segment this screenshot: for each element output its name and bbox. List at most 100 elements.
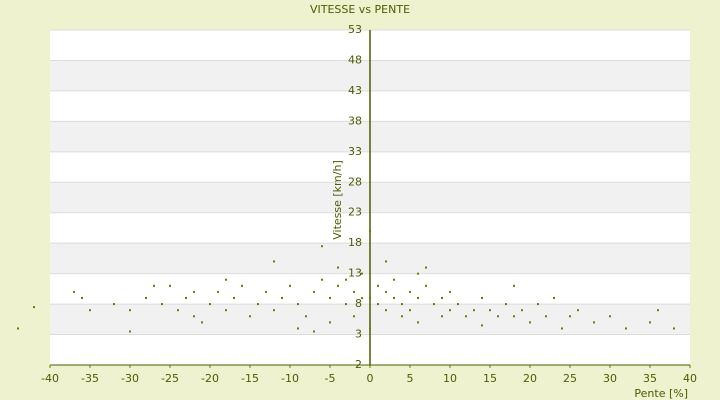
point	[329, 297, 331, 299]
point	[297, 327, 299, 330]
point	[353, 315, 355, 318]
point	[409, 309, 411, 312]
point	[129, 309, 131, 312]
point	[193, 290, 195, 293]
point	[409, 290, 411, 293]
point	[553, 297, 555, 299]
point	[257, 303, 259, 306]
point	[385, 309, 387, 312]
point	[249, 315, 251, 318]
point	[449, 290, 451, 293]
point	[369, 327, 371, 330]
x-tick-label: 30	[603, 372, 617, 385]
point	[433, 303, 435, 306]
point	[489, 309, 491, 312]
point	[649, 321, 651, 324]
point	[417, 297, 419, 299]
point	[329, 321, 331, 324]
point	[89, 309, 91, 312]
point	[305, 315, 307, 318]
y-tick-label: 8	[355, 297, 362, 310]
point	[337, 284, 339, 287]
point	[625, 327, 627, 330]
point	[321, 245, 323, 248]
point	[417, 321, 419, 324]
point	[297, 303, 299, 306]
point	[273, 260, 275, 263]
x-tick-label: -15	[241, 372, 259, 385]
point	[321, 278, 323, 281]
x-tick-label: -10	[281, 372, 299, 385]
point	[161, 303, 163, 306]
point	[673, 327, 675, 330]
point	[417, 272, 419, 275]
x-tick-label: -40	[41, 372, 59, 385]
point	[401, 315, 403, 318]
x-tick-label: 15	[483, 372, 497, 385]
point	[609, 315, 611, 318]
point	[113, 303, 115, 306]
x-tick-label: -30	[121, 372, 139, 385]
point	[337, 266, 339, 269]
x-tick-label: 25	[563, 372, 577, 385]
point	[225, 278, 227, 281]
y-tick-label: 43	[348, 84, 362, 97]
point	[401, 303, 403, 306]
point	[281, 297, 283, 299]
point	[545, 315, 547, 318]
point	[569, 315, 571, 318]
point	[505, 303, 507, 306]
point	[441, 297, 443, 299]
y-axis-label: Vitesse [km/h]	[331, 160, 344, 240]
point	[577, 309, 579, 312]
point	[129, 330, 131, 333]
y-tick-label: 13	[348, 267, 362, 280]
x-tick-label: 40	[683, 372, 697, 385]
point	[377, 303, 379, 306]
y-tick-label: 38	[348, 114, 362, 127]
x-tick-label: 35	[643, 372, 657, 385]
x-tick-label: 5	[407, 372, 414, 385]
point	[185, 297, 187, 299]
point	[193, 315, 195, 318]
point	[377, 284, 379, 287]
point	[369, 297, 371, 299]
point	[225, 309, 227, 312]
point	[537, 303, 539, 306]
point	[529, 321, 531, 324]
point	[457, 303, 459, 306]
point	[561, 327, 563, 330]
chart-title: VITESSE vs PENTE	[310, 3, 410, 16]
point	[393, 278, 395, 281]
point	[81, 297, 83, 299]
point	[465, 315, 467, 318]
x-tick-label: -35	[81, 372, 99, 385]
point	[153, 284, 155, 287]
y-tick-label: 48	[348, 53, 362, 66]
point	[473, 309, 475, 312]
point	[17, 327, 19, 330]
y-tick-label: 28	[348, 175, 362, 188]
point	[217, 290, 219, 293]
x-tick-label: -20	[201, 372, 219, 385]
x-tick-label: -25	[161, 372, 179, 385]
point	[393, 297, 395, 299]
point	[265, 290, 267, 293]
point	[657, 309, 659, 312]
x-tick-label: 20	[523, 372, 537, 385]
point	[521, 309, 523, 312]
y-tick-label: 3	[355, 328, 362, 341]
point	[593, 321, 595, 324]
point	[273, 309, 275, 312]
y-tick-label: 23	[348, 206, 362, 219]
point	[449, 309, 451, 312]
point	[73, 290, 75, 293]
point	[209, 303, 211, 306]
point	[201, 321, 203, 324]
point	[361, 272, 363, 275]
point	[313, 330, 315, 333]
point	[497, 315, 499, 318]
y-tick-label: 53	[348, 23, 362, 36]
point	[345, 303, 347, 306]
point	[385, 290, 387, 293]
